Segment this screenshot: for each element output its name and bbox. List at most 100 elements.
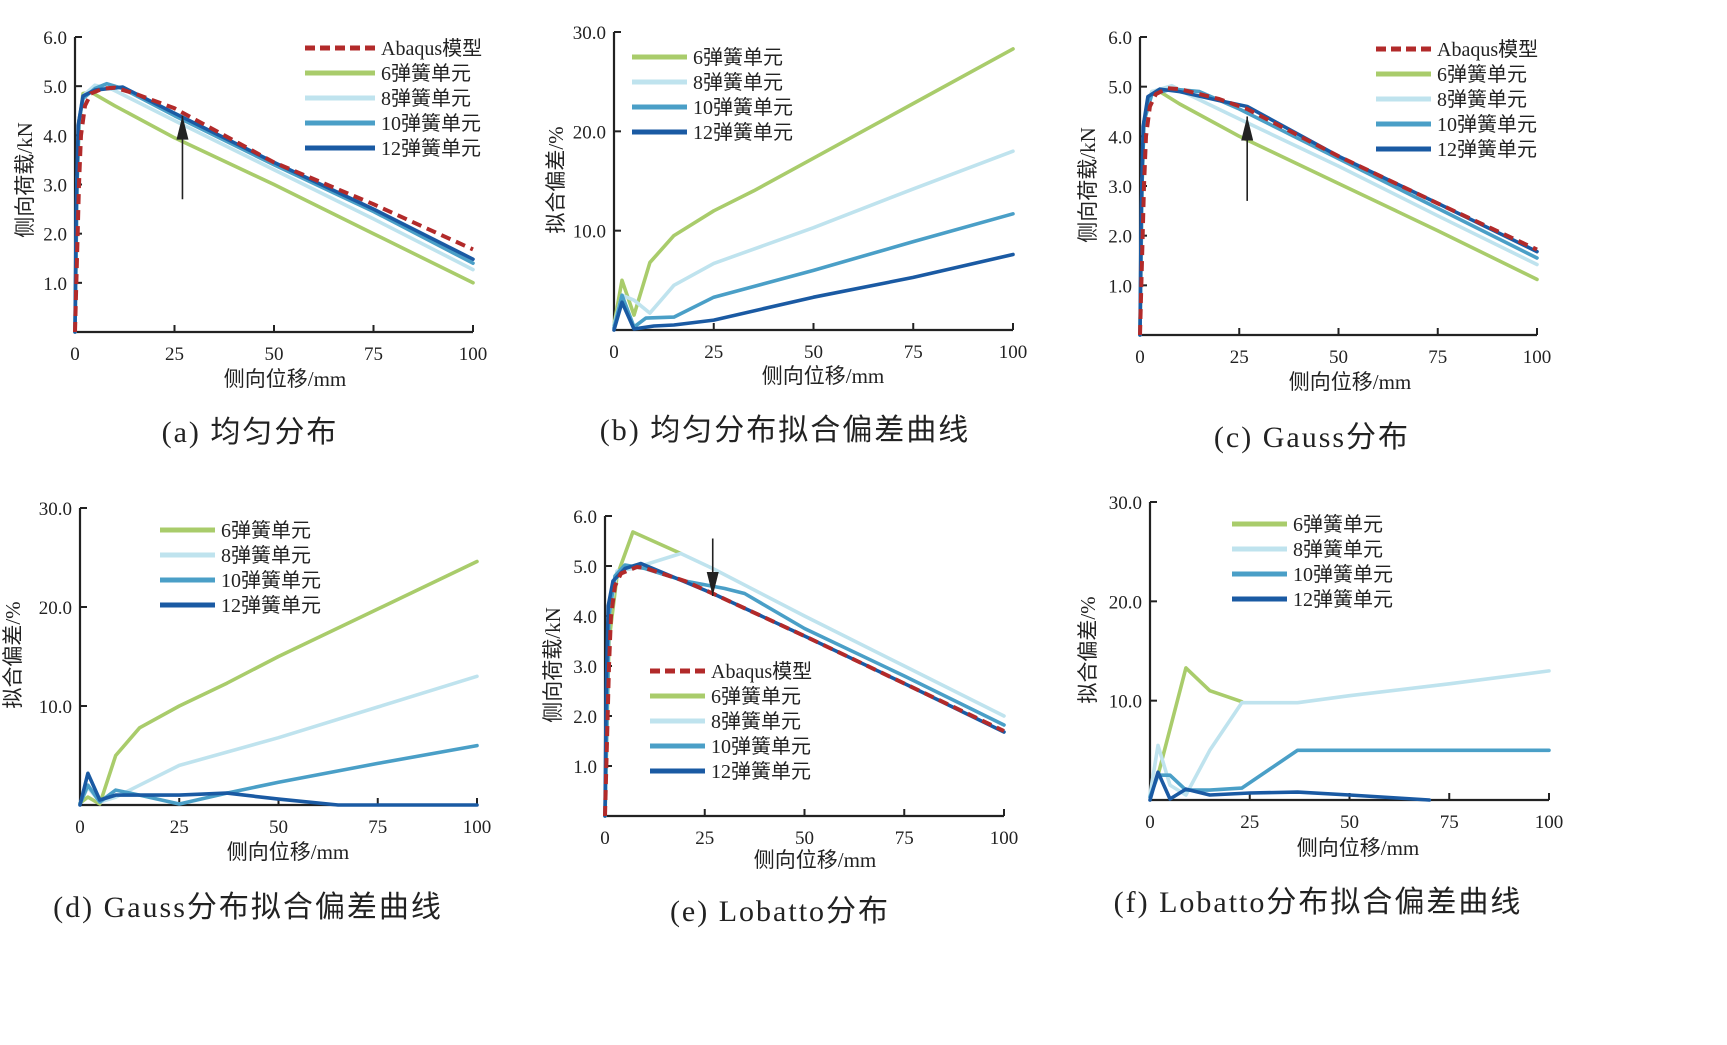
y-tick-label: 2.0 — [1108, 227, 1132, 248]
legend-label: 10弹簧单元 — [693, 96, 793, 119]
legend-label: Abaqus模型 — [711, 660, 812, 683]
y-axis-label: 侧向荷载/kN — [13, 122, 37, 238]
annotation-arrow-head — [1241, 116, 1254, 141]
x-axis-label: 侧向位移/mm — [227, 840, 350, 864]
x-tick-label: 50 — [804, 342, 823, 363]
series-line-s10 — [612, 212, 1015, 330]
y-tick-label: 10.0 — [573, 222, 606, 243]
y-tick-label: 20.0 — [573, 122, 606, 143]
y-tick-label: 6.0 — [1108, 28, 1132, 49]
x-tick-label: 0 — [1145, 812, 1155, 833]
legend-label: 10弹簧单元 — [221, 569, 321, 592]
panel-caption: (f) Lobatto分布拟合偏差曲线 — [1114, 886, 1523, 919]
y-tick-label: 4.0 — [1108, 127, 1132, 148]
panel-caption: (e) Lobatto分布 — [670, 895, 890, 928]
x-axis-label: 侧向位移/mm — [1297, 836, 1420, 860]
panel-caption: (d) Gauss分布拟合偏差曲线 — [53, 891, 443, 924]
x-tick-label: 25 — [165, 344, 184, 365]
legend-label: 6弹簧单元 — [711, 685, 801, 708]
y-axis-label: 拟合偏差/% — [1, 601, 25, 708]
y-tick-label: 30.0 — [1109, 493, 1142, 514]
legend-label: 10弹簧单元 — [1293, 563, 1393, 586]
legend-label: 6弹簧单元 — [221, 519, 311, 542]
x-tick-label: 50 — [1340, 812, 1359, 833]
y-tick-label: 3.0 — [43, 176, 67, 197]
panel-caption: (c) Gauss分布 — [1214, 421, 1410, 454]
annotation-arrow-head — [176, 115, 189, 140]
legend-label: 6弹簧单元 — [1437, 63, 1527, 86]
y-tick-label: 5.0 — [43, 77, 67, 98]
x-axis-label: 侧向位移/mm — [754, 848, 877, 872]
x-tick-label: 25 — [695, 828, 714, 849]
legend-label: 12弹簧单元 — [381, 137, 481, 160]
panel-caption: (b) 均匀分布拟合偏差曲线 — [600, 414, 970, 447]
x-tick-label: 75 — [904, 342, 923, 363]
series-line-s8 — [1148, 669, 1551, 797]
chart-panel-f: 0 25 50 75 100 10.0 20.0 30.0 侧向位移/mm 拟合偏差/% 6弹簧单元… — [1076, 493, 1563, 919]
series-line-s12 — [612, 252, 1015, 332]
series-line-s8 — [612, 149, 1015, 327]
legend-label: 12弹簧单元 — [711, 760, 811, 783]
x-tick-label: 50 — [1329, 347, 1348, 368]
legend-label: 8弹簧单元 — [221, 544, 311, 567]
x-tick-label: 25 — [1240, 812, 1259, 833]
legend-label: Abaqus模型 — [381, 37, 482, 60]
chart-panel-e: 0 25 50 75 100 1.0 2.0 3.0 4.0 5.0 6.0 侧向位移/mm 侧向荷载/… — [541, 507, 1018, 928]
y-tick-label: 30.0 — [573, 23, 606, 44]
x-axis-label: 侧向位移/mm — [224, 367, 347, 391]
y-tick-label: 1.0 — [43, 274, 67, 295]
legend-label: 8弹簧单元 — [381, 87, 471, 110]
legend-label: 10弹簧单元 — [711, 735, 811, 758]
x-tick-label: 100 — [1523, 347, 1552, 368]
x-tick-label: 25 — [170, 817, 189, 838]
legend-label: 8弹簧单元 — [1437, 88, 1527, 111]
y-axis-label: 拟合偏差/% — [544, 126, 568, 233]
legend-label: 10弹簧单元 — [1437, 113, 1537, 136]
y-tick-label: 3.0 — [573, 657, 597, 678]
legend-label: 12弹簧单元 — [1293, 588, 1393, 611]
x-tick-label: 100 — [463, 817, 492, 838]
x-tick-label: 25 — [1230, 347, 1249, 368]
y-tick-label: 10.0 — [39, 697, 72, 718]
chart-panel-d: 0 25 50 75 100 10.0 20.0 30.0 侧向位移/mm 拟合偏差/% 6弹簧单元… — [1, 499, 491, 924]
x-axis-label: 侧向位移/mm — [762, 364, 885, 388]
x-tick-label: 0 — [1135, 347, 1145, 368]
x-tick-label: 50 — [269, 817, 288, 838]
legend-label: Abaqus模型 — [1437, 38, 1538, 61]
x-tick-label: 0 — [600, 828, 610, 849]
series-line-s12 — [1138, 87, 1539, 337]
series-line-s6 — [1156, 666, 1244, 777]
series-line-s6 — [78, 559, 479, 806]
series-line-abaqus — [603, 565, 1005, 817]
y-tick-label: 20.0 — [1109, 592, 1142, 613]
y-tick-label: 6.0 — [43, 28, 67, 49]
x-tick-label: 100 — [459, 344, 488, 365]
series-line-s10 — [78, 743, 479, 806]
x-tick-label: 75 — [368, 817, 387, 838]
x-tick-label: 75 — [1428, 347, 1447, 368]
y-axis-label: 侧向荷载/kN — [1076, 127, 1100, 243]
chart-panel-b: 0 25 50 75 100 10.0 20.0 30.0 侧向位移/mm 拟合偏差/% 6弹簧单元… — [544, 23, 1027, 447]
y-tick-label: 1.0 — [573, 757, 597, 778]
y-tick-label: 5.0 — [573, 557, 597, 578]
y-axis-label: 拟合偏差/% — [1076, 596, 1100, 703]
x-tick-label: 50 — [265, 344, 284, 365]
series-line-s12 — [78, 771, 479, 807]
y-tick-label: 30.0 — [39, 499, 72, 520]
chart-panel-c: 0 25 50 75 100 1.0 2.0 3.0 4.0 5.0 6.0 侧向位移/mm 侧向荷载/… — [1076, 28, 1551, 454]
x-tick-label: 100 — [1535, 812, 1564, 833]
x-tick-label: 75 — [1440, 812, 1459, 833]
y-tick-label: 4.0 — [573, 607, 597, 628]
legend-label: 10弹簧单元 — [381, 112, 481, 135]
series-line-s10 — [1148, 748, 1551, 799]
legend-label: 6弹簧单元 — [381, 62, 471, 85]
legend-label: 8弹簧单元 — [1293, 538, 1383, 561]
series-line-abaqus — [73, 85, 474, 333]
series-line-abaqus — [1138, 86, 1538, 336]
legend-label: 8弹簧单元 — [693, 71, 783, 94]
y-axis-label: 侧向荷载/kN — [541, 607, 565, 723]
